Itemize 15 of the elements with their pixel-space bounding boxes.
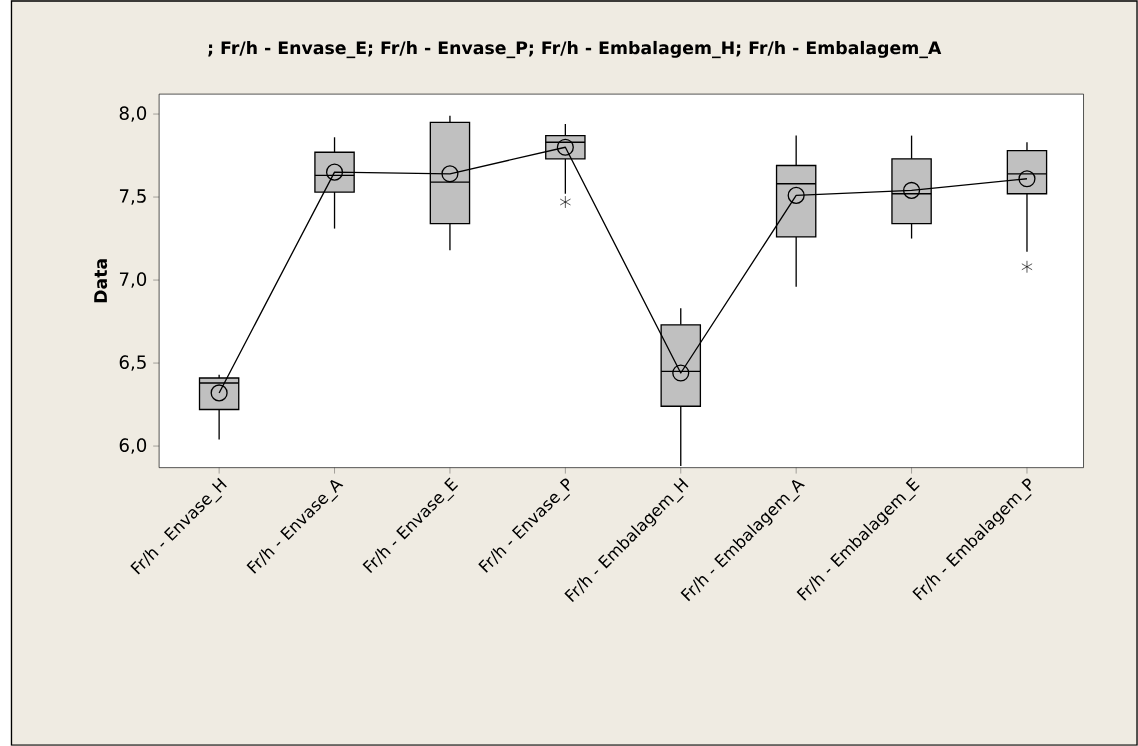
y-axis-title: Data <box>94 259 108 303</box>
point <box>210 384 228 402</box>
point <box>325 163 344 181</box>
y-tick-label: 7,0 <box>119 272 147 288</box>
point <box>902 181 921 199</box>
point <box>1018 170 1036 188</box>
y-tick-label: 8,0 <box>119 106 147 122</box>
point <box>787 186 805 204</box>
point <box>556 138 574 156</box>
y-tick-label: 7,5 <box>119 189 146 205</box>
point <box>441 165 459 183</box>
chart-title: ; Fr/h - Envase_E; Fr/h - Envase_P; Fr/h - Embalagem_H; Fr/h - Embalagem_A <box>208 40 942 59</box>
point <box>672 364 690 382</box>
y-tick-label: 6,5 <box>119 355 146 371</box>
y-tick-label: 6,0 <box>119 438 147 454</box>
